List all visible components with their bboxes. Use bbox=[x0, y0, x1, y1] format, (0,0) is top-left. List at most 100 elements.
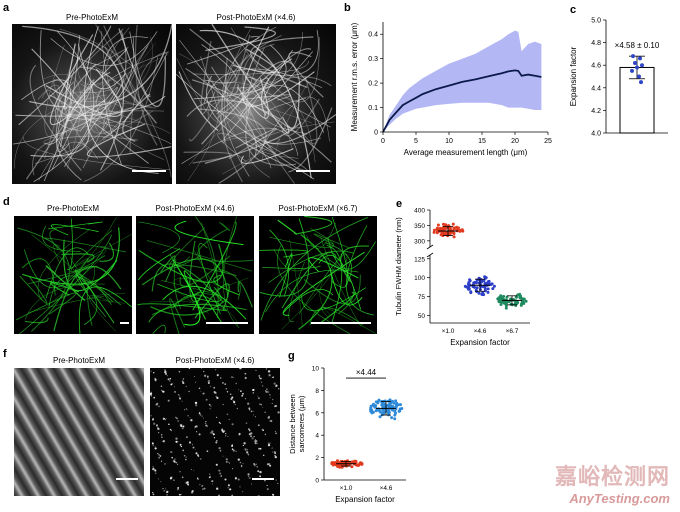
sarcomere-dot bbox=[182, 449, 185, 452]
watermark-en: AnyTesting.com bbox=[569, 491, 670, 506]
filament bbox=[193, 277, 249, 293]
sarcomere-dot bbox=[177, 486, 180, 489]
sarcomere-dot bbox=[248, 473, 250, 475]
sarcomere-dot bbox=[209, 408, 211, 410]
sarcomere-dot bbox=[182, 425, 185, 428]
data-point bbox=[475, 286, 479, 290]
data-point bbox=[637, 74, 641, 79]
sarcomere-dot bbox=[264, 433, 267, 436]
sarcomere-dot bbox=[259, 377, 262, 380]
sarcomere-dot bbox=[253, 414, 255, 416]
sarcomere-dot bbox=[164, 463, 166, 465]
data-point bbox=[483, 289, 487, 293]
sarcomere-dot bbox=[221, 381, 224, 384]
filament bbox=[89, 295, 117, 332]
sarcomere-dot bbox=[213, 437, 216, 439]
sarcomere-distance-chart: 0 2 4 6 8 10 ×1.0 ×4.6 ×4.44 Expansion factor Dist… bbox=[288, 366, 406, 504]
sarcomere-dot bbox=[257, 470, 260, 473]
sarcomere-dot bbox=[152, 466, 154, 468]
data-point bbox=[452, 226, 456, 230]
filament bbox=[47, 221, 103, 230]
filament bbox=[194, 216, 219, 318]
sarcomere-dot bbox=[242, 392, 244, 395]
sarcomere-dot bbox=[181, 400, 183, 402]
sarcomere-dot bbox=[194, 401, 198, 405]
sarcomere-dot bbox=[236, 407, 238, 410]
sarcomere-dot bbox=[226, 413, 229, 416]
axis-break bbox=[426, 244, 434, 250]
filament bbox=[207, 100, 312, 134]
sarcomere-dot bbox=[259, 470, 262, 474]
sarcomere-dot bbox=[196, 431, 198, 433]
x-tick-label: 20 bbox=[511, 138, 519, 145]
sarcomere-dot bbox=[221, 429, 224, 432]
sarcomere-dot bbox=[161, 436, 163, 438]
y-tick-label: 350 bbox=[414, 223, 425, 230]
microscopy-image-post bbox=[150, 368, 280, 496]
filament bbox=[49, 228, 59, 250]
sarcomere-dot bbox=[209, 476, 211, 478]
sarcomere-dot bbox=[239, 461, 242, 464]
sarcomere-dot bbox=[150, 370, 152, 372]
watermark: 嘉峪检测网 AnyTesting.com bbox=[555, 459, 670, 506]
x-tick-label: 10 bbox=[445, 138, 453, 145]
sarcomere-dot bbox=[266, 488, 269, 491]
scale-bar bbox=[132, 170, 166, 172]
sarcomere-dot bbox=[190, 491, 194, 494]
data-point bbox=[465, 285, 469, 289]
filament bbox=[27, 265, 98, 285]
sarcomere-dot bbox=[193, 470, 195, 472]
filament bbox=[179, 40, 272, 169]
scale-bar bbox=[311, 322, 371, 324]
filament bbox=[277, 219, 298, 235]
sarcomere-dot bbox=[247, 402, 250, 405]
sarcomere-dot bbox=[210, 405, 212, 407]
filament bbox=[61, 253, 95, 263]
filament bbox=[148, 303, 247, 323]
filament bbox=[79, 66, 157, 124]
data-point bbox=[382, 411, 386, 415]
data-point bbox=[435, 226, 439, 230]
sarcomere-dot bbox=[231, 376, 233, 378]
sarcomere-dot bbox=[218, 421, 221, 424]
data-point bbox=[392, 401, 396, 405]
sarcomere-dot bbox=[188, 441, 192, 444]
data-point bbox=[387, 405, 391, 409]
sarcomere-dot bbox=[177, 394, 180, 396]
sarcomere-dot bbox=[246, 448, 249, 451]
data-point bbox=[375, 408, 379, 412]
y-tick-label: 50 bbox=[418, 313, 426, 320]
filament bbox=[37, 84, 61, 160]
sarcomere-dot bbox=[179, 397, 181, 400]
sarcomere-dot bbox=[170, 429, 173, 432]
x-tick-label: ×1.0 bbox=[340, 485, 353, 492]
filament bbox=[51, 79, 95, 170]
sarcomere-dot bbox=[189, 417, 191, 419]
filament bbox=[243, 130, 308, 172]
sarcomere-dot bbox=[213, 386, 216, 389]
sarcomere-dot bbox=[178, 396, 181, 399]
data-point bbox=[384, 404, 387, 408]
sarcomere-dot bbox=[179, 395, 181, 397]
sarcomere-dot bbox=[208, 403, 211, 406]
data-point bbox=[521, 297, 525, 301]
sarcomere-dot bbox=[267, 370, 271, 373]
filament bbox=[325, 242, 353, 287]
filament bbox=[65, 36, 134, 116]
sarcomere-dot bbox=[250, 435, 253, 438]
y-tick-label: 5.0 bbox=[591, 18, 601, 25]
sarcomere-dot bbox=[175, 437, 178, 440]
filament bbox=[192, 221, 237, 311]
sarcomere-dot bbox=[273, 382, 276, 385]
image-title: Post-PhotoExM (×6.7) bbox=[278, 204, 358, 213]
filament bbox=[224, 34, 251, 100]
image-title: Pre-PhotoExM bbox=[46, 204, 100, 213]
annotation: ×4.44 bbox=[356, 368, 377, 377]
filament bbox=[172, 259, 201, 326]
filament-overlay bbox=[259, 216, 376, 334]
scale-bar bbox=[296, 170, 330, 172]
filament bbox=[128, 42, 156, 81]
sarcomere-dot bbox=[249, 477, 251, 479]
sarcomere-dot bbox=[188, 368, 191, 370]
filament bbox=[298, 234, 333, 330]
